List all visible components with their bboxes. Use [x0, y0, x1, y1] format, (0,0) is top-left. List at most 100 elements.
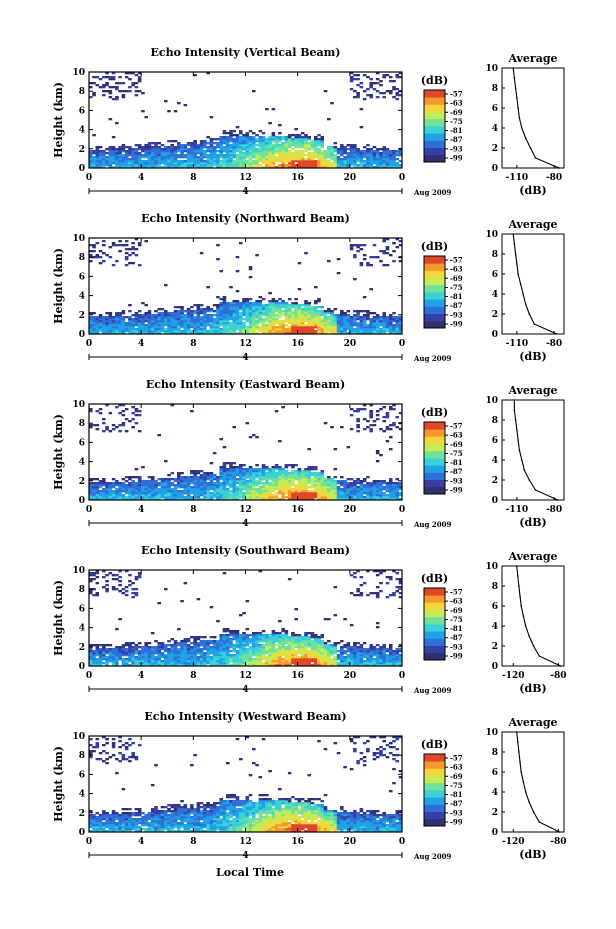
- profile-point: [513, 77, 516, 79]
- profile-point: [559, 665, 562, 667]
- colorbar-tick-label: -63: [450, 265, 463, 274]
- colorbar-swatch: [424, 443, 445, 452]
- colorbar-swatch: [424, 811, 445, 820]
- figure-xlabel: Local Time: [216, 866, 284, 879]
- colorbar-frame: [423, 421, 446, 495]
- colorbar-swatch: [424, 638, 445, 646]
- panel-5: Echo Intensity (Westward Beam) 0 2 4 6 8 10 0 4 8…: [52, 710, 566, 861]
- x-tick-label: 20: [344, 339, 357, 349]
- profile-point: [529, 147, 532, 149]
- x-tick-label: 0: [86, 505, 92, 515]
- profile-x-tick-label: -110: [506, 339, 529, 349]
- colorbar-tick-label: -63: [450, 597, 463, 606]
- colorbar-swatch: [424, 775, 445, 784]
- colorbar-tick-label: -69: [450, 440, 463, 449]
- profile-point: [521, 127, 523, 129]
- colorbar-tick-label: -75: [450, 781, 463, 790]
- profile-x-axis-label: (dB): [519, 516, 546, 529]
- profile-x-tick-label: -80: [550, 837, 566, 847]
- colorbar-swatch: [424, 818, 445, 827]
- profile-point: [516, 97, 518, 99]
- heatmap-cells: [89, 404, 403, 501]
- colorbar-frame: [423, 255, 446, 329]
- panel-title: Echo Intensity (Vertical Beam): [150, 46, 340, 59]
- profile-point: [555, 333, 558, 335]
- colorbar-swatch: [424, 320, 445, 329]
- colorbar-tick-label: -81: [450, 126, 463, 135]
- profile-y-tick-label: 6: [492, 602, 498, 612]
- x-tick-label: 4: [138, 671, 144, 681]
- profile-frame: [501, 565, 565, 667]
- y-axis-label: Height (km): [52, 580, 65, 656]
- panel-4: Echo Intensity (Southward Beam) 0 2 4 6 8 10 0 4…: [52, 544, 566, 695]
- colorbar-frame: [423, 587, 446, 661]
- profile-point: [524, 303, 527, 305]
- colorbar-swatch: [424, 111, 445, 120]
- profile-y-tick-label: 8: [492, 748, 498, 758]
- y-tick-label: 2: [79, 145, 85, 155]
- y-tick-label: 0: [79, 828, 85, 838]
- profile-y-tick-label: 10: [485, 728, 498, 738]
- y-tick-label: 6: [79, 106, 85, 116]
- date-day-label: 4: [242, 519, 248, 529]
- colorbar-tick-label: -81: [450, 790, 463, 799]
- colorbar-tick-label: -81: [450, 292, 463, 301]
- date-month-label: Aug 2009: [413, 520, 451, 529]
- profile-point: [519, 595, 521, 597]
- y-tick-label: 10: [72, 566, 85, 576]
- profile-point: [532, 645, 535, 647]
- x-tick-label: 20: [344, 505, 357, 515]
- colorbar-tick-label: -81: [450, 458, 463, 467]
- y-tick-label: 0: [79, 330, 85, 340]
- profile-point: [516, 429, 518, 431]
- colorbar-tick-label: -69: [450, 606, 463, 615]
- colorbar-swatch: [424, 299, 445, 307]
- x-tick-label: 20: [344, 671, 357, 681]
- y-tick-label: 10: [72, 234, 85, 244]
- colorbar-swatch: [424, 768, 445, 776]
- colorbar-tick-label: -93: [450, 144, 463, 153]
- colorbar-tick-label: -81: [450, 624, 463, 633]
- y-tick-label: 6: [79, 770, 85, 780]
- x-tick-label: 0: [86, 173, 92, 183]
- profile-x-tick-label: -80: [546, 173, 562, 183]
- colorbar-swatch: [424, 126, 445, 134]
- y-tick-label: 4: [79, 458, 85, 468]
- y-axis-label: Height (km): [52, 746, 65, 822]
- panel-3: Echo Intensity (Eastward Beam) 0 2 4 6 8 10 0 4 8…: [52, 378, 565, 529]
- x-tick-label: 12: [239, 671, 252, 681]
- colorbar-swatch: [424, 429, 445, 437]
- profile-point: [558, 831, 561, 833]
- heatmap-cells: [89, 238, 403, 335]
- colorbar-tick-label: -57: [450, 422, 463, 431]
- panel-1: Echo Intensity (Vertical Beam) 0 2 4 6 8 10 0 4 8…: [52, 46, 565, 197]
- colorbar-swatch: [424, 624, 445, 632]
- profile-point: [512, 233, 514, 235]
- profile-x-axis-label: (dB): [519, 184, 546, 197]
- profile-y-tick-label: 0: [492, 496, 498, 506]
- profile-point: [524, 791, 527, 793]
- profile-point: [515, 565, 518, 567]
- heatmap-cells: [89, 736, 403, 833]
- profile-point: [538, 821, 540, 823]
- colorbar-tick-label: -99: [450, 818, 463, 827]
- x-tick-label: 16: [291, 339, 304, 349]
- x-tick-label: 4: [138, 339, 144, 349]
- profile-point: [520, 771, 522, 773]
- profile-point: [517, 107, 519, 109]
- y-tick-label: 2: [79, 311, 85, 321]
- x-tick-label: 8: [190, 173, 196, 183]
- x-tick-label: 8: [190, 671, 196, 681]
- panel-title: Echo Intensity (Northward Beam): [141, 212, 350, 225]
- profile-point: [520, 605, 522, 607]
- profile-y-tick-label: 2: [492, 808, 498, 818]
- colorbar-tick-label: -69: [450, 108, 463, 117]
- profile-x-axis-label: (dB): [519, 350, 546, 363]
- profile-y-tick-label: 2: [492, 642, 498, 652]
- x-tick-label: 16: [291, 505, 304, 515]
- profile-title: Average: [507, 384, 557, 397]
- profile-x-axis-label: (dB): [519, 682, 546, 695]
- profile-point: [517, 741, 519, 743]
- colorbar-tick-label: -99: [450, 320, 463, 329]
- profile-y-tick-label: 8: [492, 250, 498, 260]
